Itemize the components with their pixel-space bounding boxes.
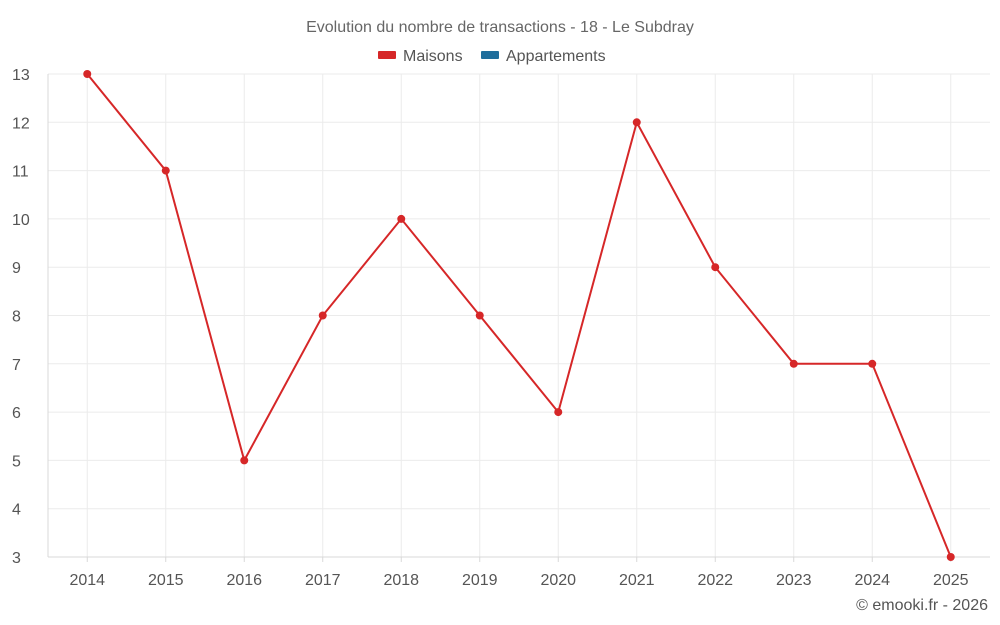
data-point-maisons-2021[interactable] xyxy=(632,118,641,127)
y-tick-label-7: 7 xyxy=(12,357,21,374)
axes xyxy=(47,74,990,562)
x-tick-label-2016: 2016 xyxy=(226,572,262,589)
x-tick-label-2022: 2022 xyxy=(697,572,733,589)
legend-label-appartements: Appartements xyxy=(506,48,606,65)
x-tick-label-2020: 2020 xyxy=(540,572,576,589)
x-tick-label-2018: 2018 xyxy=(383,572,419,589)
legend: Maisons Appartements xyxy=(378,48,606,65)
data-point-maisons-2014[interactable] xyxy=(83,70,92,78)
y-tick-label-4: 4 xyxy=(12,502,21,519)
credit-text: © emooki.fr - 2026 xyxy=(856,597,988,614)
legend-label-maisons: Maisons xyxy=(403,48,463,65)
data-point-maisons-2019[interactable] xyxy=(475,311,484,320)
y-tick-label-13: 13 xyxy=(12,67,30,84)
x-axis-ticks: 2014 2015 2016 2017 2018 2019 2020 2021 2022 2023… xyxy=(69,572,968,589)
y-tick-label-6: 6 xyxy=(12,405,21,422)
data-point-maisons-2025[interactable] xyxy=(946,553,955,561)
x-tick-label-2021: 2021 xyxy=(619,572,655,589)
x-tick-label-2019: 2019 xyxy=(462,572,498,589)
legend-item-maisons[interactable]: Maisons xyxy=(378,48,463,65)
chart-title: Evolution du nombre de transactions - 18… xyxy=(306,19,694,36)
series-line-maisons xyxy=(86,73,952,558)
y-tick-label-12: 12 xyxy=(12,115,30,132)
y-tick-label-3: 3 xyxy=(12,550,21,567)
y-tick-label-8: 8 xyxy=(12,309,21,326)
x-tick-label-2015: 2015 xyxy=(148,572,184,589)
grid xyxy=(48,73,990,558)
y-axis-ticks: 3 4 5 6 7 8 9 10 11 12 13 xyxy=(12,67,30,567)
data-point-maisons-2022[interactable] xyxy=(711,263,720,272)
x-tick-label-2024: 2024 xyxy=(854,572,890,589)
y-tick-label-10: 10 xyxy=(12,212,30,229)
x-tick-label-2017: 2017 xyxy=(305,572,341,589)
x-tick-label-2023: 2023 xyxy=(776,572,812,589)
y-tick-label-5: 5 xyxy=(12,453,21,470)
data-point-maisons-2016[interactable] xyxy=(240,456,249,465)
x-tick-label-2025: 2025 xyxy=(933,572,969,589)
data-point-maisons-2017[interactable] xyxy=(318,311,327,320)
y-tick-label-11: 11 xyxy=(12,164,29,181)
legend-item-appartements[interactable]: Appartements xyxy=(481,48,606,65)
data-point-maisons-2020[interactable] xyxy=(554,408,563,417)
series-layer xyxy=(83,70,955,561)
x-tick-label-2014: 2014 xyxy=(69,572,105,589)
data-point-maisons-2018[interactable] xyxy=(397,214,406,223)
legend-swatch-appartements xyxy=(481,51,499,59)
legend-swatch-maisons xyxy=(378,51,396,59)
data-point-maisons-2015[interactable] xyxy=(161,166,170,175)
y-tick-label-9: 9 xyxy=(12,260,21,277)
data-point-maisons-2024[interactable] xyxy=(868,359,877,368)
data-point-maisons-2023[interactable] xyxy=(789,359,798,368)
